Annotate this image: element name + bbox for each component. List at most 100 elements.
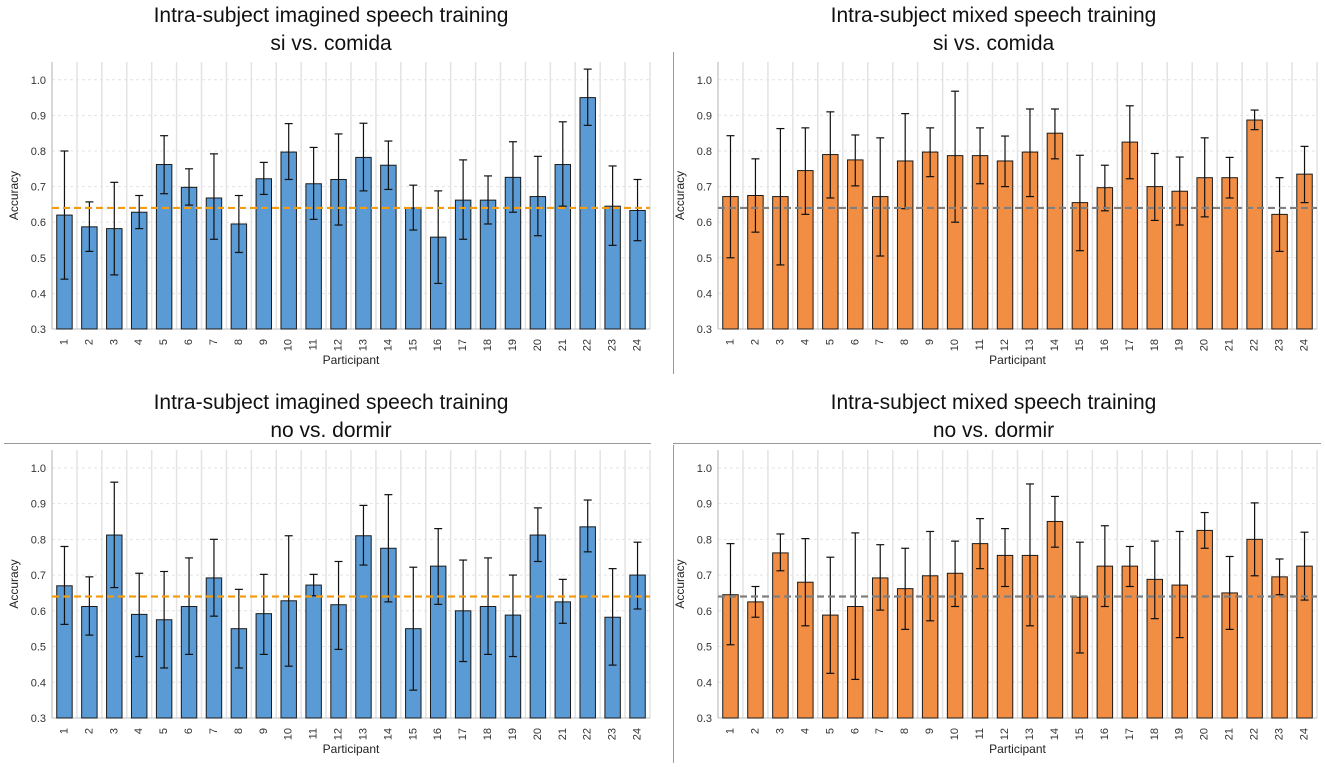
- x-tick-label: 11: [308, 728, 320, 739]
- x-tick-label: 5: [158, 728, 170, 734]
- x-tick-label: 6: [849, 728, 861, 734]
- x-tick-label: 4: [799, 339, 811, 345]
- y-tick-label: 0.8: [31, 146, 46, 158]
- y-tick-label: 1.0: [31, 75, 46, 87]
- y-tick-label: 0.6: [31, 217, 46, 229]
- y-tick-label: 0.8: [697, 534, 712, 546]
- x-tick-label: 9: [258, 728, 270, 734]
- horizontal-divider-left: [4, 443, 651, 444]
- y-tick-label: 0.9: [697, 110, 712, 122]
- x-tick-label: 18: [1149, 728, 1161, 740]
- x-tick-label: 12: [999, 728, 1011, 740]
- vertical-divider-bottom: [673, 445, 674, 763]
- y-axis-label: Accuracy: [673, 559, 687, 608]
- y-tick-label: 0.4: [31, 677, 46, 689]
- x-tick-label: 14: [1049, 728, 1061, 740]
- x-tick-label: 4: [799, 728, 811, 734]
- x-tick-label: 10: [949, 339, 961, 351]
- x-tick-label: 23: [1274, 728, 1286, 740]
- x-tick-label: 18: [1149, 339, 1161, 351]
- bar: [579, 97, 596, 330]
- x-tick-label: 24: [632, 728, 644, 740]
- horizontal-divider-right: [673, 443, 1321, 444]
- chart-title: Intra-subject mixed speech training no v…: [662, 389, 1325, 445]
- x-tick-label: 12: [999, 339, 1011, 351]
- bar-chart-plot: 0.30.40.50.60.70.80.91.01 2 3 4 5 6 7 8 9 10 11 12 1…: [7, 450, 651, 756]
- x-tick-label: 19: [1174, 339, 1186, 351]
- x-tick-label: 9: [924, 728, 936, 734]
- chart-title-line: Intra-subject imagined speech training: [153, 4, 509, 27]
- bar: [255, 178, 273, 330]
- x-tick-label: 18: [482, 339, 494, 351]
- chart-title: Intra-subject imagined speech training n…: [0, 389, 662, 445]
- x-tick-label: 24: [632, 339, 644, 351]
- x-tick-label: 19: [507, 339, 519, 351]
- bar: [921, 151, 939, 330]
- y-tick-label: 0.8: [697, 146, 712, 158]
- x-tick-label: 8: [899, 728, 911, 734]
- y-tick-label: 1.0: [31, 463, 46, 475]
- x-tick-label: 3: [774, 728, 786, 734]
- bar: [1121, 565, 1139, 719]
- x-tick-label: 23: [1274, 339, 1286, 351]
- x-tick-label: 13: [357, 339, 369, 351]
- x-tick-label: 16: [1099, 339, 1111, 351]
- chart-subtitle: no vs. dormir: [270, 419, 392, 442]
- y-tick-label: 0.9: [31, 110, 46, 122]
- x-tick-label: 1: [58, 339, 70, 345]
- chart-panel-imagined-no-dormir: Intra-subject imagined speech training n…: [0, 383, 662, 767]
- x-tick-label: 9: [924, 339, 936, 345]
- y-tick-label: 0.7: [697, 570, 712, 582]
- x-tick-label: 16: [432, 339, 444, 351]
- y-tick-label: 0.7: [697, 182, 712, 194]
- x-tick-label: 11: [308, 339, 320, 350]
- x-tick-label: 7: [874, 728, 886, 734]
- x-tick-label: 20: [1199, 339, 1211, 351]
- x-axis-label: Participant: [989, 353, 1046, 367]
- x-tick-label: 13: [1024, 339, 1036, 351]
- x-tick-label: 23: [607, 728, 619, 740]
- chart-title-line: Intra-subject mixed speech training: [830, 391, 1157, 414]
- y-tick-label: 0.4: [697, 677, 712, 689]
- x-tick-label: 15: [1074, 339, 1086, 351]
- x-tick-label: 23: [607, 339, 619, 351]
- y-tick-label: 0.7: [31, 182, 46, 194]
- y-tick-label: 0.3: [31, 713, 46, 725]
- y-tick-label: 0.4: [31, 288, 46, 300]
- chart-panel-mixed-no-dormir: Intra-subject mixed speech training no v…: [662, 383, 1325, 767]
- chart-title: Intra-subject imagined speech training s…: [0, 2, 662, 58]
- x-tick-label: 8: [233, 728, 245, 734]
- bar: [579, 526, 596, 719]
- y-tick-label: 0.3: [697, 324, 712, 336]
- bar: [305, 584, 322, 719]
- y-axis-label: Accuracy: [7, 559, 21, 608]
- x-tick-label: 5: [158, 339, 170, 345]
- x-tick-label: 16: [432, 728, 444, 740]
- y-tick-label: 0.3: [31, 324, 46, 336]
- chart-panel-mixed-si-comida: Intra-subject mixed speech training si v…: [662, 0, 1325, 383]
- bar: [1196, 529, 1213, 719]
- x-tick-label: 20: [1199, 728, 1211, 740]
- x-tick-label: 3: [108, 728, 120, 734]
- x-tick-label: 12: [333, 339, 345, 351]
- x-tick-label: 22: [582, 339, 594, 351]
- y-tick-label: 0.6: [697, 217, 712, 229]
- bar: [1221, 177, 1238, 330]
- chart-title: Intra-subject mixed speech training si v…: [662, 2, 1325, 58]
- x-tick-label: 5: [824, 339, 836, 345]
- y-tick-label: 1.0: [697, 75, 712, 87]
- x-tick-label: 14: [1049, 339, 1061, 351]
- x-tick-label: 22: [582, 728, 594, 740]
- chart-subtitle: no vs. dormir: [932, 419, 1055, 442]
- y-tick-label: 0.8: [31, 534, 46, 546]
- x-tick-label: 15: [1074, 728, 1086, 740]
- bar: [1046, 520, 1064, 719]
- bar-chart-plot: 0.30.40.50.60.70.80.91.01 2 3 4 5 6 7 8 9 10 11 12 1…: [673, 450, 1318, 756]
- x-tick-label: 6: [183, 728, 195, 734]
- x-tick-label: 7: [208, 728, 220, 734]
- chart-panel-imagined-si-comida: Intra-subject imagined speech training s…: [0, 0, 662, 383]
- y-tick-label: 1.0: [697, 463, 712, 475]
- x-tick-label: 22: [1249, 339, 1261, 351]
- x-tick-label: 5: [824, 728, 836, 734]
- y-tick-label: 0.7: [31, 570, 46, 582]
